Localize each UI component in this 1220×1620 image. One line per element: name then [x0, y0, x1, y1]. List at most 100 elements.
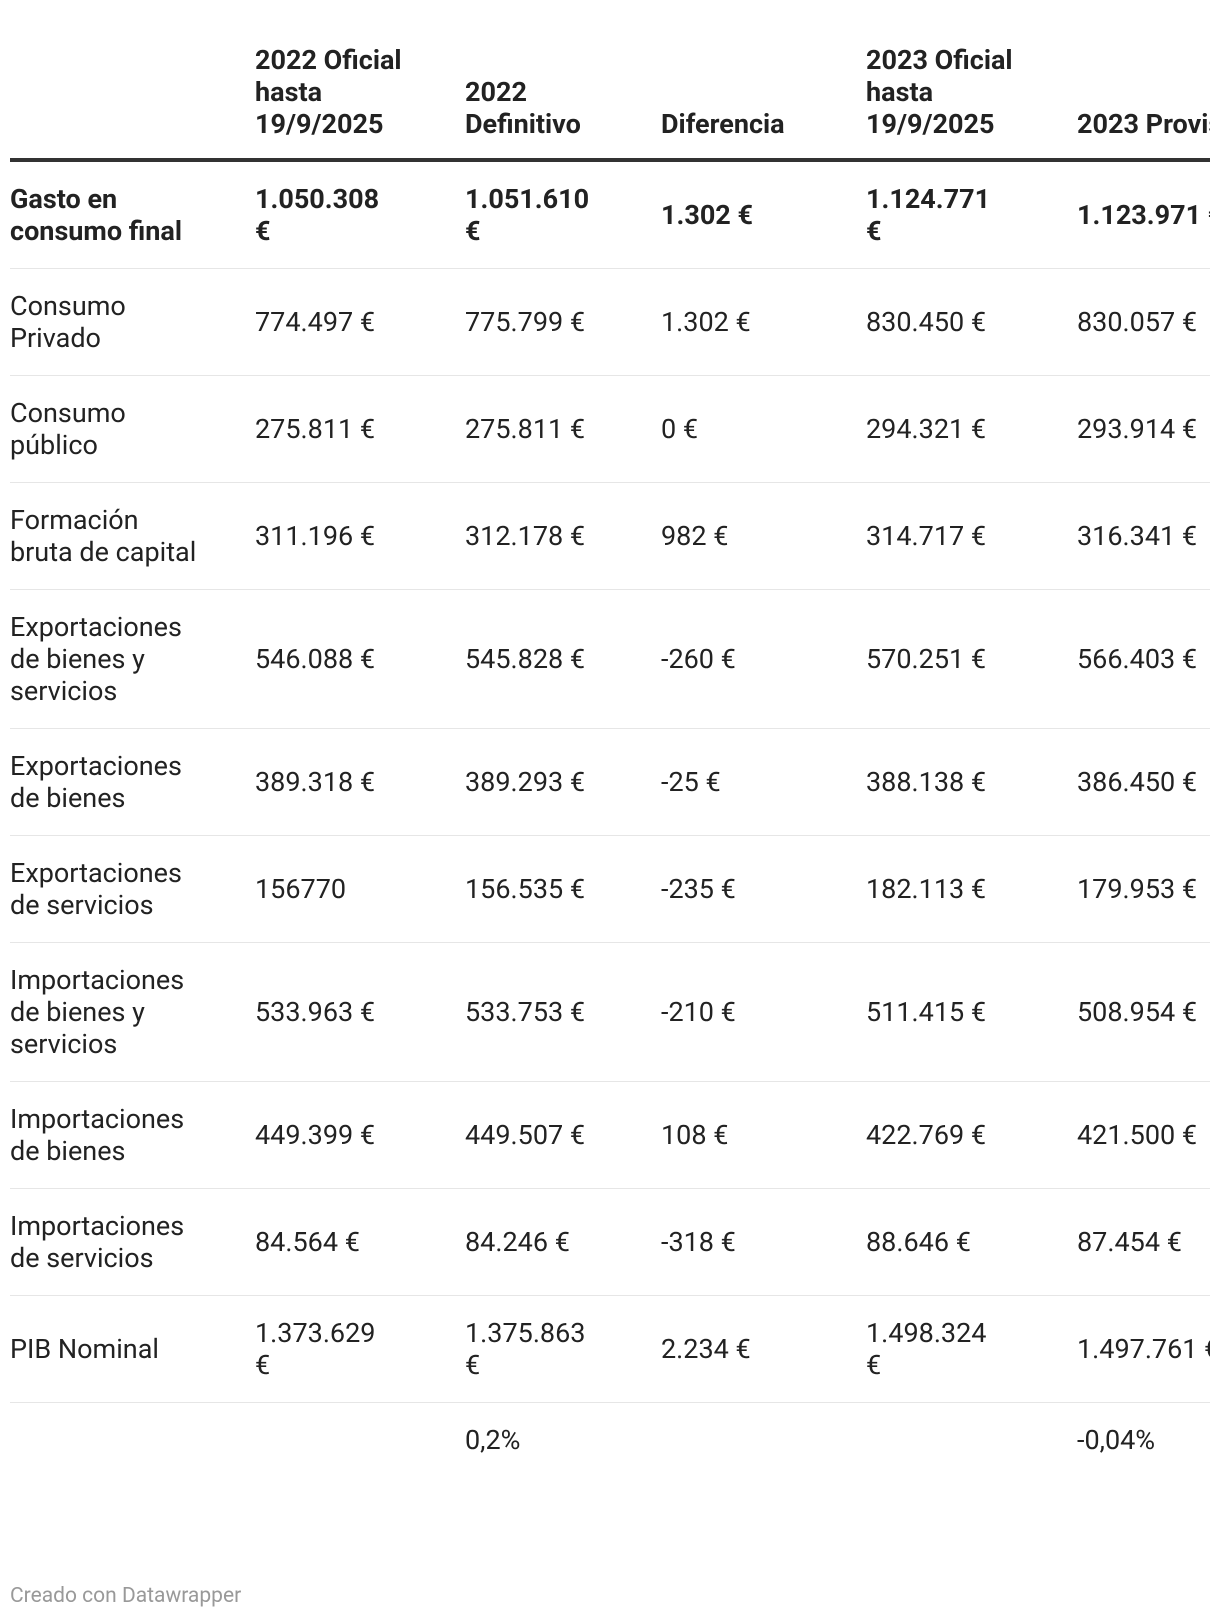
cell-text: 0 €	[661, 413, 699, 445]
cell-text: Exportaciones de servicios	[10, 857, 182, 921]
cell-text: 1.302 €	[661, 306, 751, 338]
table-cell: 830.057 €	[1077, 268, 1210, 376]
table-cell: 830.450 €	[866, 268, 1077, 376]
row-label	[10, 1403, 255, 1478]
row-label: Importaciones de bienes	[10, 1081, 255, 1189]
table-cell: 1.302 €	[661, 160, 866, 269]
table-cell: 84.246 €	[465, 1188, 661, 1296]
cell-text: 88.646 €	[866, 1226, 971, 1258]
row-label: Importaciones de servicios	[10, 1188, 255, 1296]
row-label: Consumo público	[10, 375, 255, 483]
table-row: Formación bruta de capital 311.196 € 312.1…	[10, 482, 1210, 590]
cell-text: 774.497 €	[255, 306, 376, 338]
table-cell: 316.341 €	[1077, 482, 1210, 590]
table-cell: 566.403 €	[1077, 589, 1210, 729]
cell-text: -25 €	[661, 766, 721, 798]
cell-text: 2022 Oficial hasta 19/9/2025	[255, 44, 402, 140]
row-label: Gasto en consumo final	[10, 160, 255, 269]
cell-text: 1.123.971 €	[1077, 199, 1210, 231]
table-cell: -0,04%	[1077, 1403, 1210, 1478]
table-cell: 2.234 €	[661, 1295, 866, 1403]
cell-text: 156.535 €	[465, 873, 586, 905]
table-row: PIB Nominal 1.373.629 € 1.375.863 € 2.234 €…	[10, 1295, 1210, 1403]
column-header: 2022 Definitivo	[465, 44, 661, 162]
table-cell	[661, 1403, 866, 1478]
table-cell: 294.321 €	[866, 375, 1077, 483]
table-cell: 314.717 €	[866, 482, 1077, 590]
table-cell: 1.375.863 €	[465, 1295, 661, 1403]
cell-text: 545.828 €	[465, 643, 586, 675]
table-cell: 108 €	[661, 1081, 866, 1189]
cell-text: Consumo Privado	[10, 290, 126, 354]
row-label: Exportaciones de servicios	[10, 835, 255, 943]
table-row: Consumo Privado 774.497 € 775.799 € 1.302 €…	[10, 268, 1210, 376]
table-cell: 0,2%	[465, 1403, 661, 1478]
table-cell: 88.646 €	[866, 1188, 1077, 1296]
table-row: Importaciones de bienes y servicios 533.9…	[10, 942, 1210, 1082]
table-cell: 508.954 €	[1077, 942, 1210, 1082]
table-cell: 449.399 €	[255, 1081, 465, 1189]
cell-text: Diferencia	[661, 108, 785, 140]
table-cell: 511.415 €	[866, 942, 1077, 1082]
table-cell: 533.963 €	[255, 942, 465, 1082]
cell-text: Exportaciones de bienes y servicios	[10, 611, 182, 707]
table-row: Consumo público 275.811 € 275.811 € 0 € 294.…	[10, 375, 1210, 483]
row-label: Formación bruta de capital	[10, 482, 255, 590]
table-cell: 1.497.761 €	[1077, 1295, 1210, 1403]
cell-text: -0,04%	[1077, 1424, 1156, 1456]
cell-text: 508.954 €	[1077, 996, 1198, 1028]
cell-text: 179.953 €	[1077, 873, 1198, 905]
cell-text: PIB Nominal	[10, 1333, 159, 1365]
table-cell: 422.769 €	[866, 1081, 1077, 1189]
cell-text: 1.302 €	[661, 199, 753, 231]
cell-text: 449.399 €	[255, 1119, 376, 1151]
table-cell: -25 €	[661, 728, 866, 836]
table-container: 2022 Oficial hasta 19/9/2025 2022 Definit…	[10, 44, 1210, 1477]
cell-text: 421.500 €	[1077, 1119, 1198, 1151]
table-cell: 311.196 €	[255, 482, 465, 590]
table-cell: 775.799 €	[465, 268, 661, 376]
cell-text: 312.178 €	[465, 520, 586, 552]
table-cell	[255, 1403, 465, 1478]
table-cell: 546.088 €	[255, 589, 465, 729]
table-cell: 421.500 €	[1077, 1081, 1210, 1189]
cell-text: 511.415 €	[866, 996, 987, 1028]
cell-text: 108 €	[661, 1119, 729, 1151]
row-label: PIB Nominal	[10, 1295, 255, 1403]
table-cell: 1.124.771 €	[866, 160, 1077, 269]
row-label: Importaciones de bienes y servicios	[10, 942, 255, 1082]
cell-text: 314.717 €	[866, 520, 987, 552]
table-cell: 389.293 €	[465, 728, 661, 836]
cell-text: 449.507 €	[465, 1119, 586, 1151]
table-cell: 84.564 €	[255, 1188, 465, 1296]
cell-text: 275.811 €	[465, 413, 586, 445]
cell-text: 533.753 €	[465, 996, 586, 1028]
cell-text: 1.051.610 €	[465, 183, 590, 247]
cell-text: 570.251 €	[866, 643, 987, 675]
cell-text: 182.113 €	[866, 873, 987, 905]
table-cell: 449.507 €	[465, 1081, 661, 1189]
table-cell: 1.302 €	[661, 268, 866, 376]
cell-text: 389.293 €	[465, 766, 586, 798]
cell-text: 1.124.771 €	[866, 183, 991, 247]
table-row: Gasto en consumo final 1.050.308 € 1.051.6…	[10, 160, 1210, 269]
table-cell: 386.450 €	[1077, 728, 1210, 836]
cell-text: 982 €	[661, 520, 729, 552]
column-header: 2022 Oficial hasta 19/9/2025	[255, 44, 465, 162]
table-row: 0,2% -0,04%	[10, 1403, 1210, 1478]
table-cell: -260 €	[661, 589, 866, 729]
cell-text: 388.138 €	[866, 766, 987, 798]
table-cell: 1.050.308 €	[255, 160, 465, 269]
table-cell: 156.535 €	[465, 835, 661, 943]
table-row: Importaciones de bienes 449.399 € 449.507 …	[10, 1081, 1210, 1189]
cell-text: 87.454 €	[1077, 1226, 1182, 1258]
cell-text: 294.321 €	[866, 413, 987, 445]
table-cell: 389.318 €	[255, 728, 465, 836]
cell-text: 275.811 €	[255, 413, 376, 445]
cell-text: 1.050.308 €	[255, 183, 380, 247]
table-cell: 182.113 €	[866, 835, 1077, 943]
table-cell: 982 €	[661, 482, 866, 590]
table-cell: 388.138 €	[866, 728, 1077, 836]
cell-text: Importaciones de servicios	[10, 1210, 185, 1274]
